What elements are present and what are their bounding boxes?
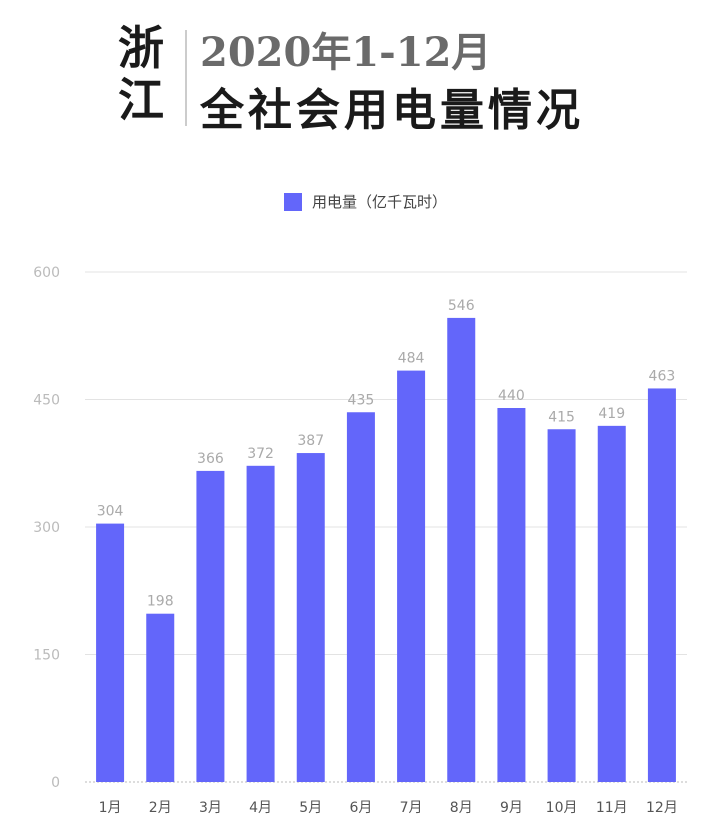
bar xyxy=(497,408,526,782)
x-tick-label: 9月 xyxy=(500,800,523,816)
bar xyxy=(246,465,275,782)
data-label: 435 xyxy=(348,392,375,408)
bar xyxy=(296,453,325,782)
legend-label: 用电量（亿千瓦时） xyxy=(312,193,448,211)
data-label: 415 xyxy=(548,409,575,425)
y-tick-label: 450 xyxy=(33,393,60,409)
x-tick-label: 6月 xyxy=(349,800,372,816)
data-label: 484 xyxy=(398,351,425,367)
data-label: 304 xyxy=(97,504,124,520)
y-tick-label: 600 xyxy=(33,265,60,281)
x-tick-label: 12月 xyxy=(646,800,678,816)
data-label: 366 xyxy=(197,451,224,467)
region-title: 浙江 xyxy=(118,21,164,127)
title-main: 全社会用电量情况 xyxy=(200,85,584,136)
x-tick-label: 3月 xyxy=(199,800,222,816)
x-tick-label: 11月 xyxy=(596,800,628,816)
x-tick-label: 7月 xyxy=(400,800,423,816)
x-tick-label: 4月 xyxy=(249,800,272,816)
bar xyxy=(547,429,576,782)
y-tick-label: 300 xyxy=(33,520,60,536)
bar xyxy=(196,470,225,782)
title-period: 2020年1-12月 xyxy=(200,29,492,76)
bar xyxy=(647,388,676,782)
data-label: 387 xyxy=(297,433,324,449)
data-label: 546 xyxy=(448,298,475,314)
data-label: 419 xyxy=(598,406,625,422)
x-tick-label: 2月 xyxy=(149,800,172,816)
bar xyxy=(397,370,426,782)
x-tick-label: 8月 xyxy=(450,800,473,816)
x-tick-label: 10月 xyxy=(546,800,578,816)
x-tick-label: 1月 xyxy=(99,800,122,816)
bar xyxy=(346,412,375,782)
title-divider xyxy=(185,30,187,126)
bar xyxy=(146,613,175,782)
legend: 用电量（亿千瓦时） xyxy=(284,191,447,212)
bar xyxy=(447,317,476,782)
bar xyxy=(96,523,125,782)
x-tick-label: 5月 xyxy=(299,800,322,816)
data-label: 372 xyxy=(247,446,274,462)
data-label: 440 xyxy=(498,388,525,404)
legend-swatch xyxy=(284,192,302,211)
data-label: 198 xyxy=(147,594,174,610)
y-tick-label: 150 xyxy=(33,648,60,664)
data-label: 463 xyxy=(649,368,676,384)
y-tick-label: 0 xyxy=(51,775,60,791)
bar xyxy=(597,425,626,782)
